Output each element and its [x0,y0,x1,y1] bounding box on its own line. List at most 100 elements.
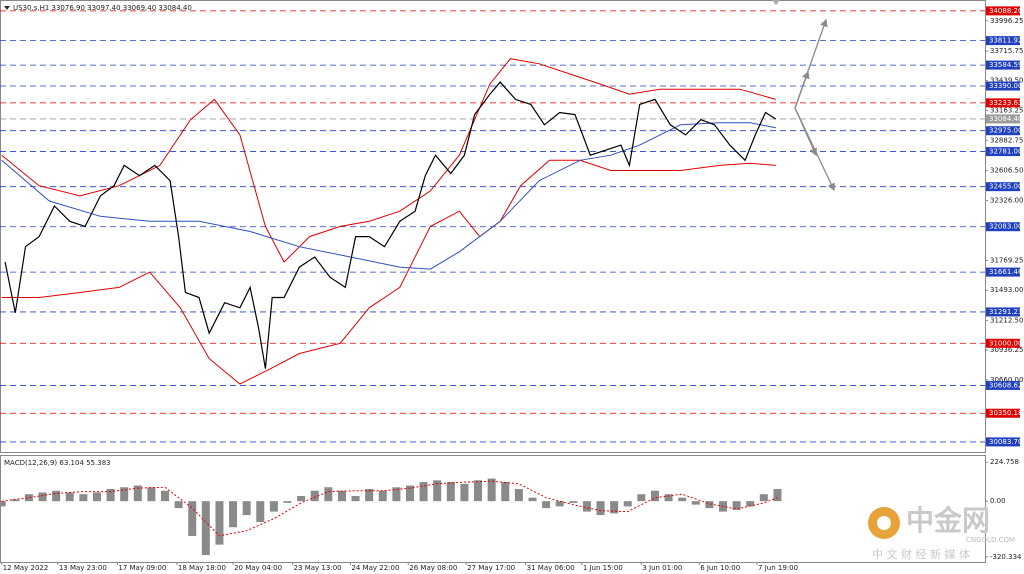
level-label: 32455.00 [989,183,1022,191]
macd-bar [337,490,346,502]
y-tick-label: 0.00 [990,497,1006,505]
level-tag [986,36,1020,46]
macd-header: MACD(12,26,9) 63.104 55.383 [4,459,111,467]
level-label: 33390.00 [989,82,1022,90]
level-tag [986,60,1020,70]
macd-bar [188,501,197,536]
macd-bar [446,482,455,502]
x-tick-label: 24 May 22:00 [351,564,399,572]
macd-bar [610,501,619,514]
watermark-logo-inner [877,516,891,530]
watermark-slogan: 中 文 财 经 新 媒 体 [872,547,970,561]
macd-bar [474,480,483,502]
macd-bar [732,501,741,510]
macd-bar [773,489,782,502]
level-tag [986,98,1020,108]
level-tag [986,81,1020,91]
macd-bar [242,501,251,516]
macd-bar [678,497,687,502]
y-tick-label: 30936.25 [990,346,1023,354]
x-tick-label: 7 Jun 19:00 [758,564,798,572]
y-tick-label: 33163.25 [990,106,1023,114]
y-tick-label: -320.334 [990,553,1022,561]
y-tick-label: 31493.00 [990,286,1023,294]
macd-bar [133,485,142,502]
level-label: 31661.46 [989,268,1023,276]
macd-bar [215,501,224,545]
macd-bar [297,495,306,502]
x-tick-label: 1 Jun 15:00 [583,564,623,572]
macd-bar [433,480,442,502]
macd-bar [487,478,496,502]
macd-bar [38,492,47,502]
watermark-brand: 中金网 [906,504,990,537]
y-tick-label: 30660.00 [990,376,1023,384]
macd-bar [79,494,88,502]
macd-bar [11,499,20,502]
macd-bar [0,501,6,507]
y-tick-label: 32326.00 [990,197,1023,205]
x-tick-label: 6 Jun 10:00 [700,564,740,572]
x-tick-label: 18 May 18:00 [178,564,226,572]
x-tick-label: 17 May 09:00 [118,564,166,572]
x-tick-label: 26 May 08:00 [409,564,457,572]
macd-bar [637,494,646,502]
macd-bar [460,483,469,502]
macd-bar [705,501,714,509]
level-tag [986,267,1020,277]
level-label: 31000.00 [989,339,1022,347]
macd-bar [759,494,768,502]
series-line [1,122,776,270]
level-tag [986,338,1020,348]
forecast-arrows [794,18,835,192]
level-label: 33811.92 [989,37,1022,45]
macd-bar [310,490,319,502]
x-tick-label: 13 May 23:00 [59,564,107,572]
y-tick-label: 33715.75 [990,47,1023,55]
series-line [1,159,776,385]
x-tick-label: 31 May 06:00 [527,564,575,572]
y-tick-label: 31769.25 [990,256,1023,264]
series-line [1,480,778,537]
macd-bar [120,487,129,502]
macd-bar [92,492,101,502]
macd-bar [174,501,183,509]
macd-bar [147,487,156,502]
level-label: 34088.20 [989,7,1022,15]
level-tag [986,408,1020,418]
macd-bar [623,501,632,507]
macd-bar [555,501,564,507]
macd-bar [365,489,374,502]
level-tag [986,380,1020,390]
level-tag [986,147,1020,157]
macd-bar [419,482,428,502]
plot-layer: 33996.25 33715.75 33439.50 33163.25 32882.75… [0,6,1023,572]
macd-bar [378,490,387,502]
macd-bar [528,497,537,502]
x-tick-label: 3 Jun 01:00 [642,564,682,572]
macd-bar [501,482,510,502]
macd-bar [161,490,170,502]
level-label: 31291.23 [989,308,1022,316]
y-tick-label: 224.758 [990,458,1019,466]
y-tick-label: 33996.25 [990,17,1023,25]
macd-bar [256,501,265,523]
series-line [4,81,777,369]
macd-bar [283,501,292,503]
price-header: US30.s,H1 33076.90 33097.40 33069.40 330… [13,4,192,12]
level-tag [986,114,1020,124]
macd-bar [514,489,523,502]
level-label: 32083.00 [989,223,1022,231]
macd-bar [582,501,591,512]
x-tick-label: 27 May 17:00 [467,564,515,572]
x-tick-label: 12 May 2022 [3,564,49,572]
y-tick-label: 31212.50 [990,316,1023,324]
level-tag [986,222,1020,232]
x-tick-label: 23 May 13:00 [294,564,342,572]
macd-panel-frame [0,455,986,563]
macd-bar [65,492,74,502]
scroll-marker [772,0,780,5]
macd-bar [392,487,401,502]
macd-bar [201,501,210,556]
